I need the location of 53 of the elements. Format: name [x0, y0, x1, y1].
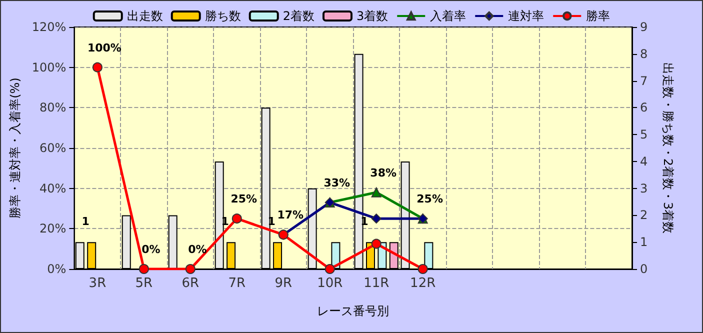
- point: [371, 187, 382, 198]
- data-label: 1: [82, 215, 90, 228]
- y-tick-label: 40%: [40, 181, 66, 196]
- y-tick-label: 0%: [47, 262, 66, 276]
- legend-label: 3着数: [356, 9, 388, 23]
- x-tick-label: 11R: [364, 276, 390, 291]
- data-label: 0%: [142, 243, 160, 256]
- point: [92, 62, 102, 72]
- x-tick-label: 12R: [410, 276, 436, 291]
- point: [324, 264, 335, 274]
- y2-tick-label: 5: [640, 128, 648, 142]
- legend-label: 入着率: [430, 9, 466, 23]
- point: [418, 264, 428, 274]
- y2-tick-label: 2: [640, 208, 648, 222]
- x-tick-label: 3R: [88, 276, 106, 291]
- y-tick-label: 20%: [40, 222, 66, 236]
- legend-label: 連対率: [508, 9, 544, 23]
- data-label: 25%: [416, 192, 443, 206]
- y-tick-label: 80%: [40, 100, 66, 115]
- point: [371, 214, 382, 224]
- data-label: 38%: [370, 166, 397, 180]
- y-axis-title: 勝率・連対率・入着率(%): [8, 78, 22, 218]
- data-label: 17%: [277, 208, 304, 222]
- x-tick-label: 9R: [274, 276, 292, 291]
- data-label: 33%: [324, 176, 350, 190]
- y-tick-label: 120%: [32, 20, 66, 34]
- y2-axis-title: 出走数・勝ち数・2着数・3着数: [661, 62, 675, 234]
- y-tick-label: 60%: [40, 141, 66, 155]
- y2-tick-label: 7: [640, 74, 648, 88]
- y2-tick-label: 4: [640, 154, 648, 168]
- y2-tick-label: 1: [640, 235, 648, 250]
- legend-label: 出走数: [126, 9, 163, 23]
- y2-tick-label: 3: [640, 181, 648, 196]
- point: [138, 264, 149, 274]
- x-tick-label: 6R: [182, 276, 200, 291]
- point: [232, 214, 242, 224]
- x-axis-title: レース番号別: [317, 304, 390, 318]
- y2-tick-label: 0: [640, 262, 648, 276]
- point: [371, 238, 382, 249]
- legend-label: 勝ち数: [204, 9, 241, 23]
- y2-tick-label: 6: [640, 100, 648, 115]
- x-tick-label: 10R: [317, 276, 343, 291]
- x-tick-label: 5R: [135, 276, 153, 291]
- legend-label: 2着数: [282, 9, 315, 23]
- y2-tick-label: 8: [640, 46, 648, 61]
- legend-label: 勝率: [586, 9, 610, 23]
- data-label: 25%: [230, 192, 258, 206]
- y2-tick-label: 9: [640, 20, 648, 34]
- data-label: 0%: [188, 243, 207, 256]
- x-tick-label: 7R: [228, 276, 246, 291]
- point: [185, 264, 196, 274]
- data-label: 100%: [87, 41, 122, 54]
- y-tick-label: 100%: [32, 60, 66, 74]
